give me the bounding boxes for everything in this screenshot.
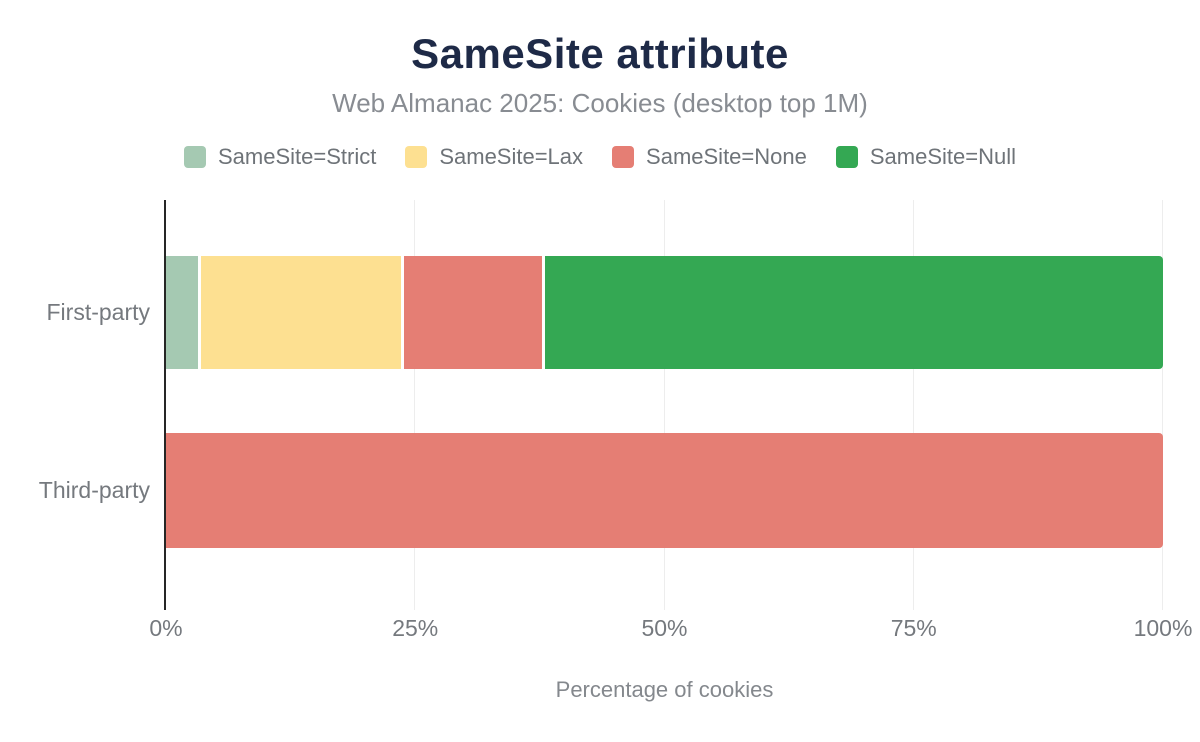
legend-label: SameSite=Strict bbox=[217, 144, 377, 169]
legend-swatch-icon bbox=[835, 146, 858, 168]
gridline-75% bbox=[912, 200, 914, 610]
gridline-25% bbox=[414, 200, 416, 610]
x-tick-label-50%: 50% bbox=[641, 615, 688, 641]
legend-item-samesite=null: SameSite=Null bbox=[835, 144, 1016, 170]
legend-item-samesite=lax: SameSite=Lax bbox=[405, 144, 583, 170]
chart-legend: SameSite=Strict SameSite=Lax SameSite=None… bbox=[0, 141, 1200, 173]
legend-item-samesite=strict: SameSite=Strict bbox=[183, 144, 377, 170]
bar-row-third-party bbox=[166, 433, 1163, 548]
x-tick-label-100%: 100% bbox=[1133, 615, 1193, 641]
category-label-third-party: Third-party bbox=[38, 477, 150, 503]
bar-segment-first-party-samesite=null[interactable] bbox=[544, 256, 1163, 369]
x-axis-title: Percentage of cookies bbox=[555, 677, 774, 702]
legend-swatch-icon bbox=[612, 146, 635, 168]
x-tick-label-25%: 25% bbox=[392, 615, 439, 641]
category-label-first-party: First-party bbox=[46, 299, 151, 325]
legend-swatch-icon bbox=[183, 146, 206, 168]
gridline-100% bbox=[1162, 200, 1163, 610]
legend-label: SameSite=Lax bbox=[439, 144, 584, 169]
bar-row-first-party bbox=[166, 256, 1163, 369]
bar-segment-first-party-samesite=none[interactable] bbox=[404, 256, 542, 369]
bar-segment-third-party-samesite=none[interactable] bbox=[166, 433, 1163, 548]
x-tick-label-75%: 75% bbox=[890, 615, 937, 641]
bar-segment-first-party-samesite=lax[interactable] bbox=[200, 256, 402, 369]
legend-label: SameSite=Null bbox=[869, 144, 1016, 169]
x-tick-label-0%: 0% bbox=[149, 615, 183, 641]
gridline-50% bbox=[663, 200, 665, 610]
legend-swatch-icon bbox=[405, 146, 428, 168]
bar-segment-first-party-samesite=strict[interactable] bbox=[166, 256, 198, 369]
y-axis-line bbox=[164, 200, 166, 610]
legend-label: SameSite=None bbox=[646, 144, 807, 169]
plot-area bbox=[164, 200, 1163, 610]
chart-subtitle: Web Almanac 2025: Cookies (desktop top 1… bbox=[332, 88, 868, 118]
chart-title: SameSite attribute bbox=[411, 30, 789, 77]
legend-item-samesite=none: SameSite=None bbox=[612, 144, 807, 170]
